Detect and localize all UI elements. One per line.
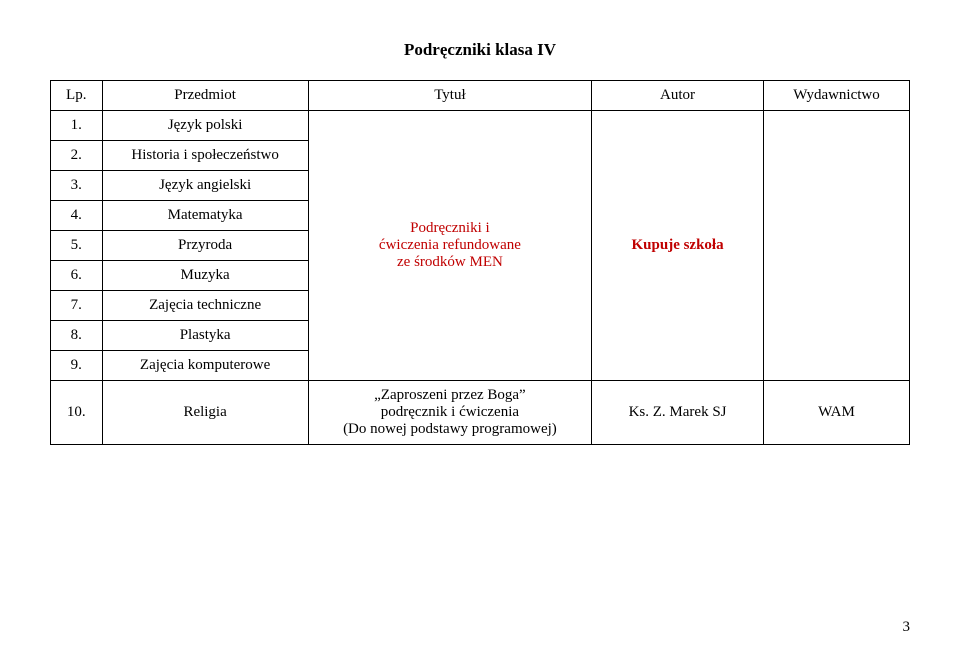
- textbook-table: Lp. Przedmiot Tytuł Autor Wydawnictwo 1.…: [50, 80, 910, 445]
- header-wydawnictwo: Wydawnictwo: [763, 81, 909, 111]
- header-przedmiot: Przedmiot: [102, 81, 308, 111]
- cell-przedmiot: Zajęcia komputerowe: [102, 351, 308, 381]
- cell-lp: 8.: [51, 321, 103, 351]
- header-autor: Autor: [592, 81, 764, 111]
- cell-wyd: WAM: [763, 381, 909, 445]
- table-row: 10. Religia „Zaproszeni przez Boga” podr…: [51, 381, 910, 445]
- cell-lp: 1.: [51, 111, 103, 141]
- cell-przedmiot: Religia: [102, 381, 308, 445]
- cell-lp: 10.: [51, 381, 103, 445]
- cell-przedmiot: Muzyka: [102, 261, 308, 291]
- tytul-line: podręcznik i ćwiczenia: [381, 404, 519, 420]
- cell-lp: 5.: [51, 231, 103, 261]
- cell-przedmiot: Język angielski: [102, 171, 308, 201]
- cell-przedmiot: Język polski: [102, 111, 308, 141]
- cell-przedmiot: Przyroda: [102, 231, 308, 261]
- merged-title-line: ćwiczenia refundowane: [379, 237, 521, 253]
- cell-wyd-merged: [763, 111, 909, 381]
- header-tytul: Tytuł: [308, 81, 591, 111]
- cell-autor: Ks. Z. Marek SJ: [592, 381, 764, 445]
- tytul-line: (Do nowej podstawy programowej): [343, 421, 557, 437]
- cell-lp: 7.: [51, 291, 103, 321]
- cell-przedmiot: Zajęcia techniczne: [102, 291, 308, 321]
- cell-przedmiot: Historia i społeczeństwo: [102, 141, 308, 171]
- header-row: Lp. Przedmiot Tytuł Autor Wydawnictwo: [51, 81, 910, 111]
- cell-lp: 3.: [51, 171, 103, 201]
- merged-title-line: Podręczniki i: [410, 220, 490, 236]
- cell-tytul-merged: Podręczniki i ćwiczenia refundowane ze ś…: [308, 111, 591, 381]
- tytul-line: „Zaproszeni przez Boga”: [374, 387, 526, 403]
- cell-lp: 4.: [51, 201, 103, 231]
- cell-przedmiot: Matematyka: [102, 201, 308, 231]
- cell-lp: 2.: [51, 141, 103, 171]
- cell-autor-merged: Kupuje szkoła: [592, 111, 764, 381]
- page-title: Podręczniki klasa IV: [50, 40, 910, 60]
- page-number: 3: [903, 619, 911, 636]
- merged-title-line: ze środków MEN: [397, 254, 503, 270]
- cell-lp: 6.: [51, 261, 103, 291]
- cell-tytul: „Zaproszeni przez Boga” podręcznik i ćwi…: [308, 381, 591, 445]
- table-row: 1. Język polski Podręczniki i ćwiczenia …: [51, 111, 910, 141]
- cell-przedmiot: Plastyka: [102, 321, 308, 351]
- cell-lp: 9.: [51, 351, 103, 381]
- header-lp: Lp.: [51, 81, 103, 111]
